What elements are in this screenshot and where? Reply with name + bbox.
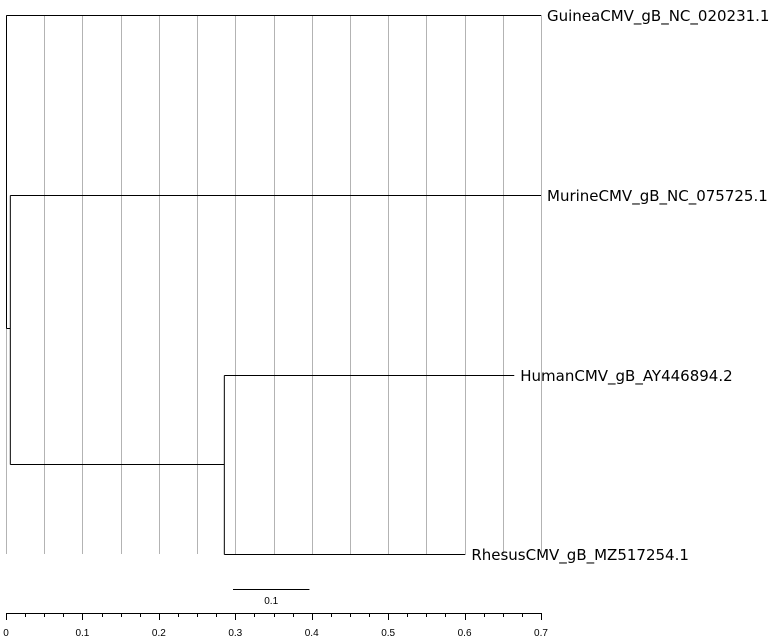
axis-tick-label: 0.5 xyxy=(381,628,395,639)
tree-branches xyxy=(6,15,541,555)
leaf-label: RhesusCMV_gB_MZ517254.1 xyxy=(471,546,689,565)
axis-tick-label: 0.7 xyxy=(534,628,548,639)
axis-tick-label: 0.4 xyxy=(305,628,319,639)
scale-bar: 0.1 xyxy=(233,589,310,607)
leaf-labels: GuineaCMV_gB_NC_020231.1 MurineCMV_gB_NC_… xyxy=(471,7,769,565)
axis-tick-label: 0.1 xyxy=(75,628,89,639)
axis-tick-label: 0.6 xyxy=(458,628,472,639)
axis-tick-label: 0 xyxy=(3,628,9,639)
distance-axis: 0 0.1 0.2 0.3 0.4 0.5 0.6 0.7 xyxy=(3,613,548,639)
grid-lines xyxy=(6,15,542,554)
leaf-label: HumanCMV_gB_AY446894.2 xyxy=(520,367,732,386)
axis-tick-label: 0.3 xyxy=(228,628,242,639)
leaf-label: GuineaCMV_gB_NC_020231.1 xyxy=(547,7,769,26)
leaf-label: MurineCMV_gB_NC_075725.1 xyxy=(547,187,768,206)
scale-bar-label: 0.1 xyxy=(264,596,278,607)
axis-tick-label: 0.2 xyxy=(152,628,166,639)
